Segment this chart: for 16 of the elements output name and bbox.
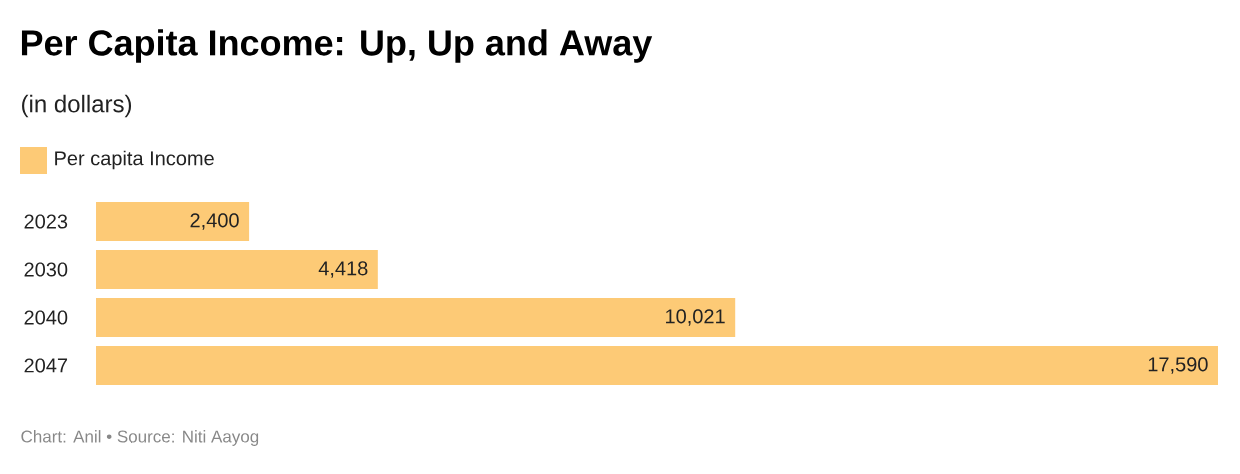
data-label: 4,418 — [318, 261, 368, 278]
data-label: 10,021 — [666, 309, 725, 326]
chart-title: Per Capita Income: Up, Up and Away — [21, 29, 653, 63]
legend-label: Per capita Income — [55, 150, 214, 170]
y-tick-label: 2030 — [24, 262, 68, 277]
bar — [96, 345, 1218, 385]
y-tick-label: 2023 — [24, 214, 68, 229]
bar — [96, 249, 378, 289]
bar — [96, 201, 250, 241]
chart-subtitle: (in dollars) — [22, 94, 132, 118]
y-tick-label: 2040 — [24, 310, 68, 325]
bar — [96, 297, 736, 337]
data-label: 17,590 — [1148, 357, 1208, 374]
y-tick-label: 2047 — [24, 358, 68, 373]
data-label: 2,400 — [190, 213, 239, 230]
text: Chart: Anil • Source: Niti Aayog — [21, 430, 259, 446]
